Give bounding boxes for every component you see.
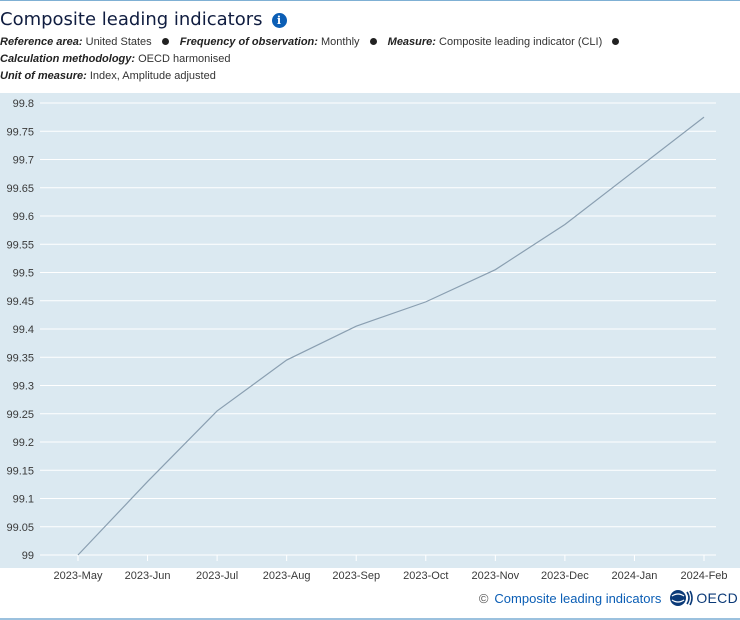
x-tick-label: 2023-Jul xyxy=(196,570,238,582)
footer: © Composite leading indicators OECD xyxy=(479,589,738,607)
oecd-logo[interactable]: OECD xyxy=(669,589,738,607)
plot-background xyxy=(0,93,740,568)
y-tick-label: 99.5 xyxy=(13,268,34,280)
method-label: Calculation methodology: xyxy=(0,53,136,65)
copyright-symbol: © xyxy=(478,590,489,606)
separator-dot xyxy=(161,38,169,46)
header: Composite leading indicators i xyxy=(0,9,287,30)
y-tick-label: 99.25 xyxy=(6,409,34,421)
x-tick-label: 2023-May xyxy=(54,570,103,582)
x-tick-label: 2024-Feb xyxy=(680,570,727,582)
metadata-row-3: Unit of measure: Index, Amplitude adjust… xyxy=(0,70,216,82)
reference-area-label: Reference area: xyxy=(0,36,83,48)
method-value: OECD harmonised xyxy=(138,53,231,65)
page-title: Composite leading indicators xyxy=(0,9,263,30)
oecd-globe-icon xyxy=(670,590,694,606)
y-tick-label: 99.15 xyxy=(6,465,34,477)
series-line xyxy=(77,116,705,556)
y-tick-label: 99.75 xyxy=(6,126,34,138)
separator-dot xyxy=(612,38,620,46)
top-border xyxy=(0,0,740,1)
measure-value: Composite leading indicator (CLI) xyxy=(439,36,603,48)
metadata-row-1: Reference area: United States Frequency … xyxy=(0,36,627,48)
y-tick-label: 99.2 xyxy=(13,437,34,449)
y-tick-label: 99.3 xyxy=(13,381,34,393)
y-tick-label: 99.8 xyxy=(13,98,34,110)
x-tick-label: 2023-Aug xyxy=(263,570,311,582)
bottom-border xyxy=(0,618,740,620)
x-tick-label: 2023-Oct xyxy=(403,570,448,582)
y-tick-label: 99.65 xyxy=(6,183,34,195)
y-tick-label: 99.55 xyxy=(6,239,34,251)
y-tick-label: 99.05 xyxy=(6,522,34,534)
unit-value: Index, Amplitude adjusted xyxy=(89,70,216,82)
y-tick-label: 99.35 xyxy=(6,352,34,364)
info-icon[interactable]: i xyxy=(271,13,287,28)
x-tick-label: 2023-Jun xyxy=(125,570,171,582)
metadata-row-2: Calculation methodology: OECD harmonised xyxy=(0,53,230,65)
y-tick-label: 99.1 xyxy=(13,494,34,506)
x-tick-label: 2023-Nov xyxy=(471,570,519,582)
y-tick-label: 99 xyxy=(22,550,34,562)
measure-label: Measure: xyxy=(387,36,436,48)
line-chart: 99 99.05 99.1 99.15 99.2 99.25 99.3 99.35 99.4 99… xyxy=(0,93,740,582)
x-tick-label: 2023-Sep xyxy=(332,570,380,582)
oecd-logo-text: OECD xyxy=(696,590,738,606)
y-tick-label: 99.4 xyxy=(13,324,34,336)
source-link[interactable]: Composite leading indicators xyxy=(494,590,662,606)
reference-area-value: United States xyxy=(85,36,152,48)
frequency-value: Monthly xyxy=(321,36,360,48)
x-tick-label: 2023-Dec xyxy=(541,570,589,582)
separator-dot xyxy=(369,38,377,46)
unit-label: Unit of measure: xyxy=(0,70,87,82)
x-tick-label: 2024-Jan xyxy=(612,570,658,582)
y-tick-label: 99.45 xyxy=(6,296,34,308)
y-tick-label: 99.7 xyxy=(13,155,34,167)
frequency-label: Frequency of observation: xyxy=(179,36,318,48)
y-tick-label: 99.6 xyxy=(13,211,34,223)
